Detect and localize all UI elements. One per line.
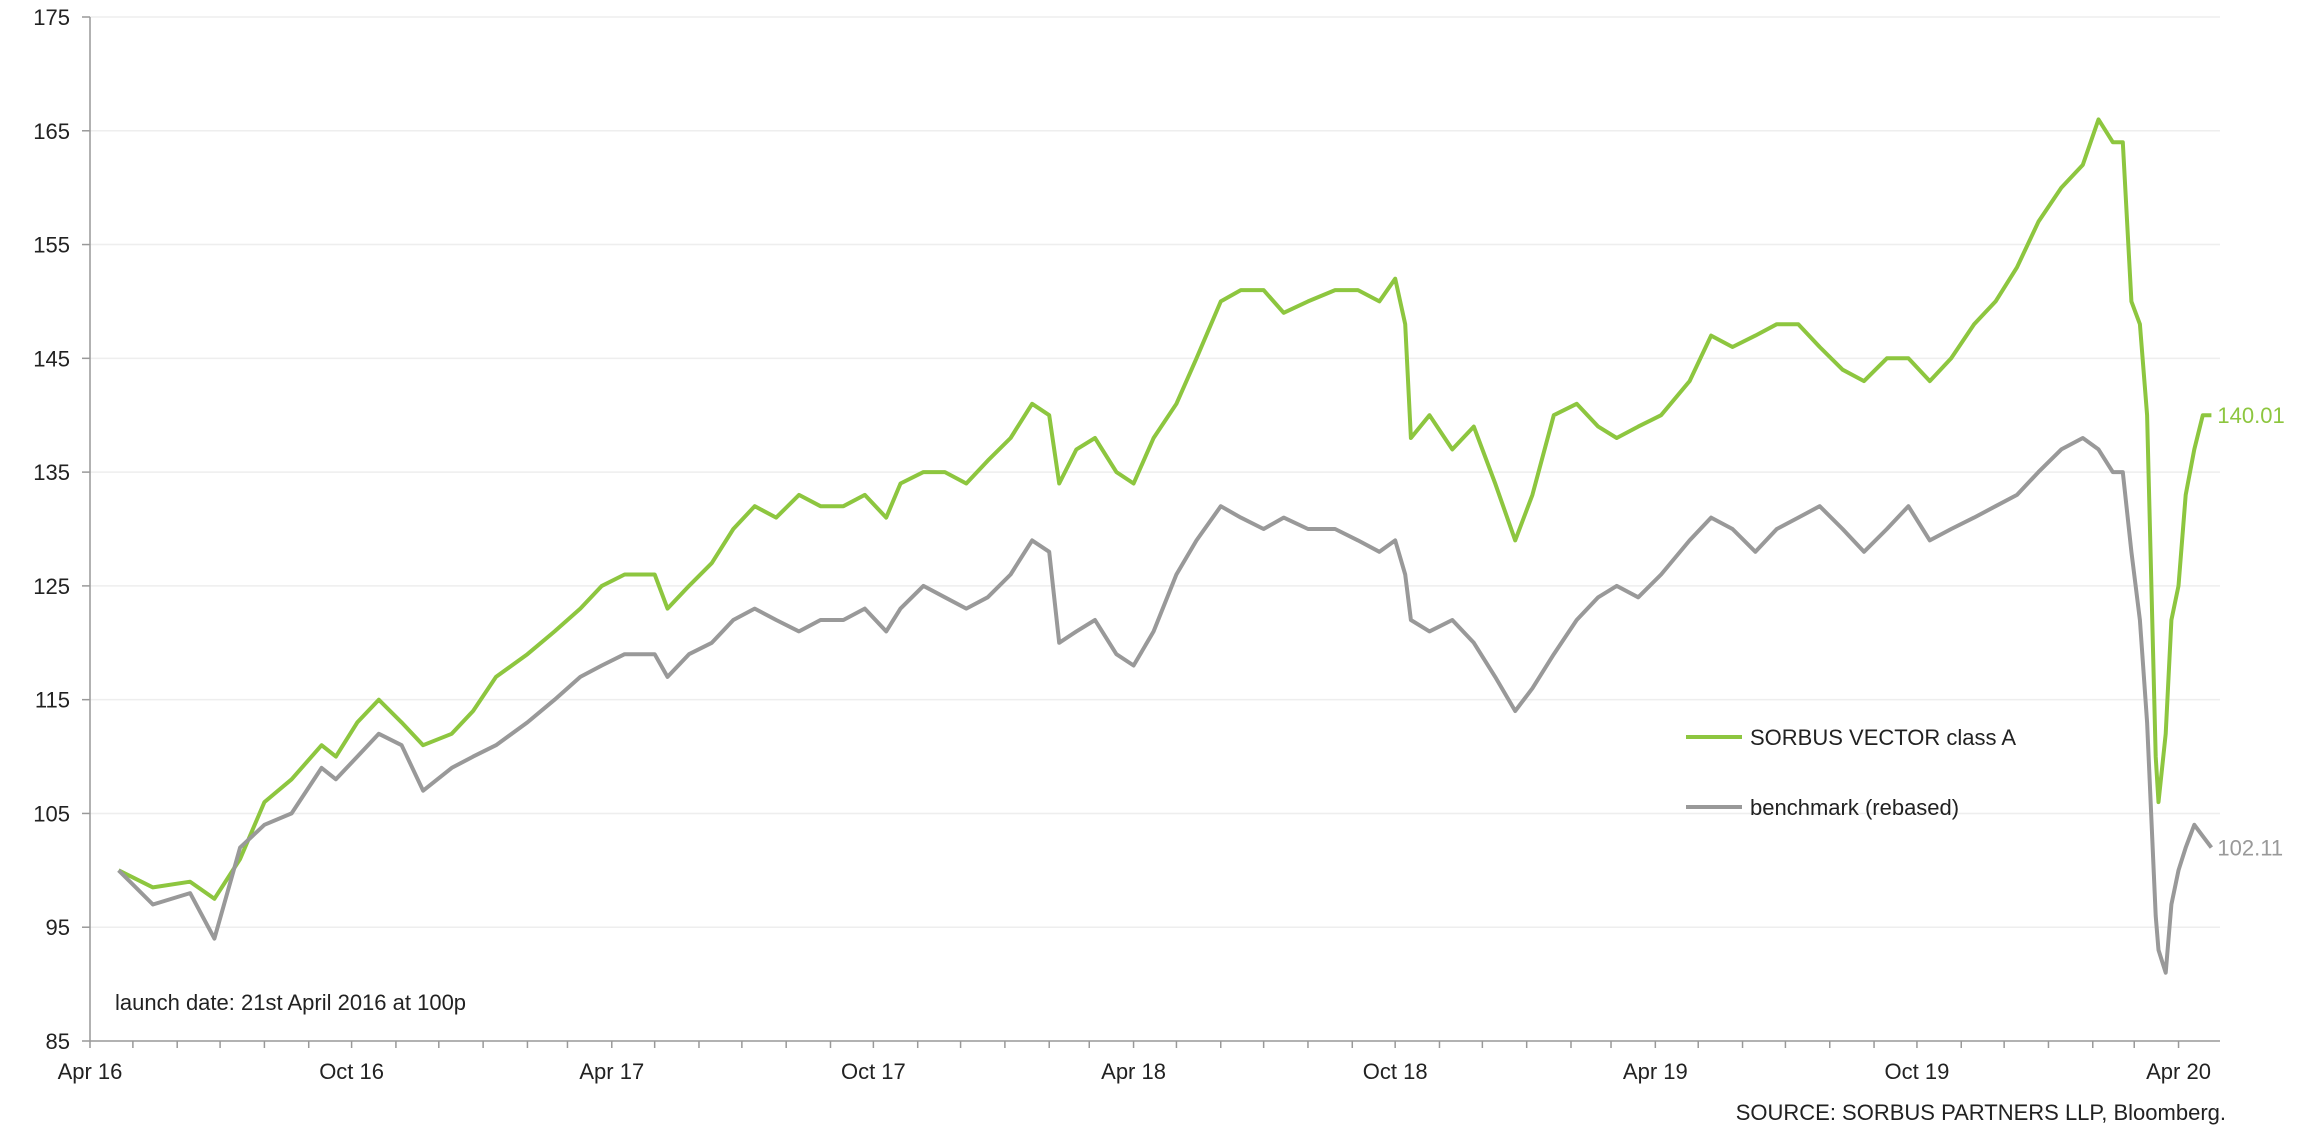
y-tick-label: 105 — [33, 801, 70, 826]
x-tick-label: Oct 16 — [319, 1059, 384, 1084]
y-tick-label: 115 — [35, 688, 70, 713]
end-value-label: 102.11 — [2217, 836, 2283, 861]
y-tick-label: 95 — [46, 915, 70, 940]
legend: SORBUS VECTOR class A benchmark (rebased… — [1686, 725, 2016, 820]
y-tick-label: 165 — [33, 119, 70, 144]
x-tick-label: Oct 17 — [841, 1059, 906, 1084]
x-tick-label: Apr 17 — [579, 1059, 644, 1084]
source-note: SOURCE: SORBUS PARTNERS LLP, Bloomberg. — [1736, 1100, 2226, 1125]
end-value-label: 140.01 — [2217, 403, 2284, 428]
y-tick-label: 175 — [33, 5, 70, 30]
legend-label-sorbus-vector: SORBUS VECTOR class A — [1750, 725, 2016, 750]
axes — [89, 17, 2220, 1042]
x-tick-label: Apr 20 — [2146, 1059, 2211, 1084]
x-tick-label: Oct 19 — [1885, 1059, 1950, 1084]
x-tick-labels: Apr 16 Oct 16 Apr 17 Oct 17 Apr 18 Oct 18 Apr … — [58, 1041, 2211, 1084]
end-labels: 140.01 102.11 — [2217, 403, 2284, 860]
series-line-sorbus-vector — [117, 117, 2212, 901]
x-tick-label: Apr 18 — [1101, 1059, 1166, 1084]
y-tick-label: 145 — [33, 346, 70, 371]
y-tick-label: 85 — [46, 1029, 70, 1054]
x-tick-label: Oct 18 — [1363, 1059, 1428, 1084]
y-tick-label: 155 — [33, 233, 70, 258]
legend-label-benchmark: benchmark (rebased) — [1750, 795, 1959, 820]
y-tick-labels: 85 95 105 115 125 135 145 155 165 175 — [33, 5, 90, 1054]
launch-date-annotation: launch date: 21st April 2016 at 100p — [115, 990, 466, 1015]
y-tick-label: 135 — [33, 460, 70, 485]
series-line-benchmark — [117, 436, 2213, 975]
grid-lines — [90, 16, 2220, 928]
x-tick-label: Apr 16 — [58, 1059, 123, 1084]
x-tick-label: Apr 19 — [1623, 1059, 1688, 1084]
y-tick-label: 125 — [33, 574, 70, 599]
series-group — [117, 117, 2213, 975]
